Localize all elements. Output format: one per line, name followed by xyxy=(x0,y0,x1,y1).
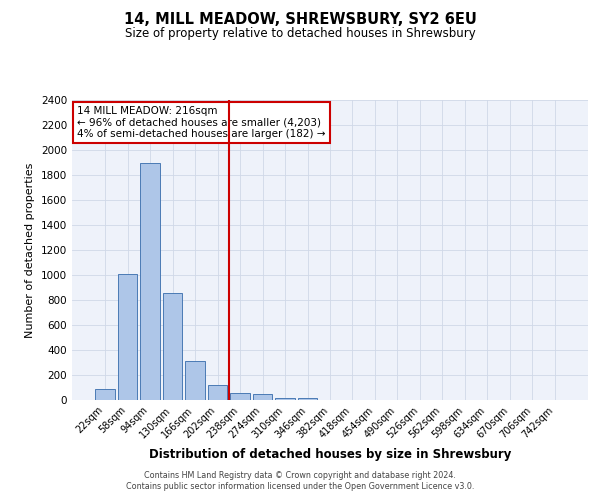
Bar xyxy=(118,274,137,400)
Bar xyxy=(185,360,205,400)
Bar xyxy=(208,385,227,400)
Text: 14 MILL MEADOW: 216sqm
← 96% of detached houses are smaller (4,203)
4% of semi-d: 14 MILL MEADOW: 216sqm ← 96% of detached… xyxy=(77,106,326,139)
Text: Contains public sector information licensed under the Open Government Licence v3: Contains public sector information licen… xyxy=(126,482,474,491)
Bar xyxy=(275,398,295,400)
Y-axis label: Number of detached properties: Number of detached properties xyxy=(25,162,35,338)
Bar xyxy=(230,393,250,400)
Text: 14, MILL MEADOW, SHREWSBURY, SY2 6EU: 14, MILL MEADOW, SHREWSBURY, SY2 6EU xyxy=(124,12,476,28)
Text: Size of property relative to detached houses in Shrewsbury: Size of property relative to detached ho… xyxy=(125,28,475,40)
Bar xyxy=(140,162,160,400)
Text: Contains HM Land Registry data © Crown copyright and database right 2024.: Contains HM Land Registry data © Crown c… xyxy=(144,471,456,480)
Bar xyxy=(163,292,182,400)
Bar xyxy=(253,394,272,400)
Bar xyxy=(298,398,317,400)
X-axis label: Distribution of detached houses by size in Shrewsbury: Distribution of detached houses by size … xyxy=(149,448,511,461)
Bar xyxy=(95,389,115,400)
